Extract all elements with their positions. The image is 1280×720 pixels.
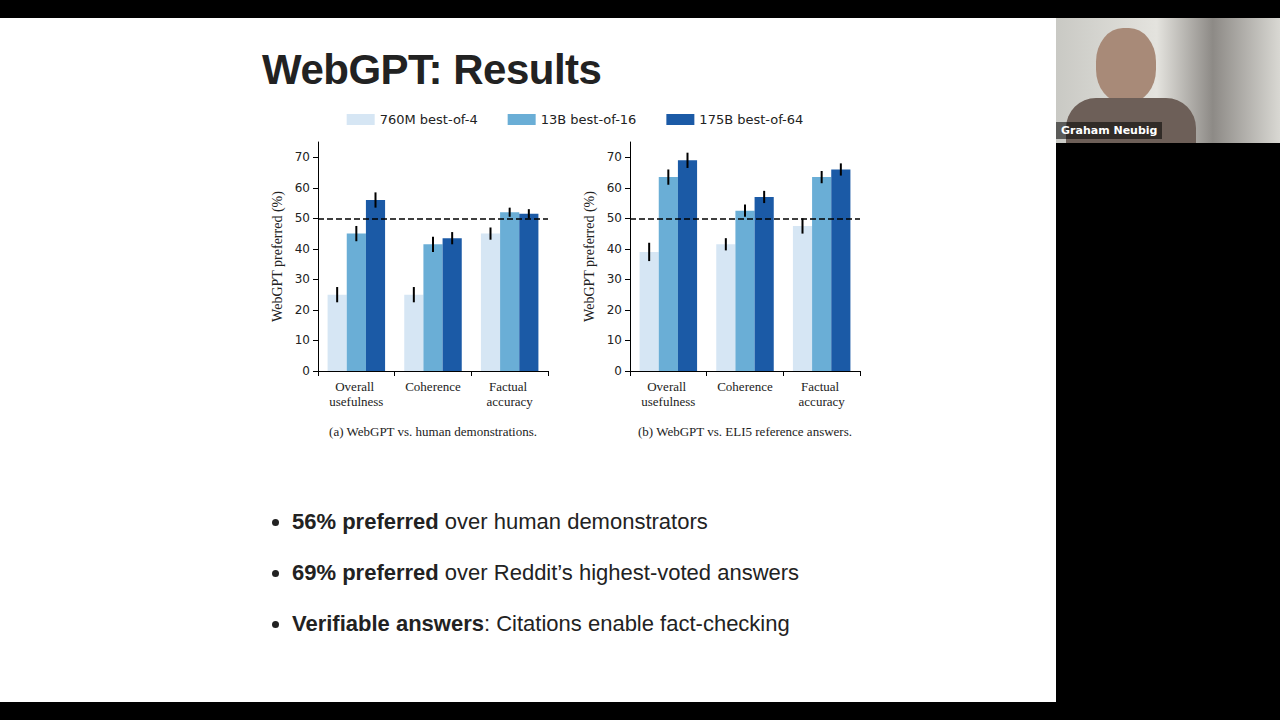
svg-text:60: 60: [295, 181, 310, 195]
svg-text:(a) WebGPT vs. human demonstra: (a) WebGPT vs. human demonstrations.: [329, 424, 537, 439]
html-text:56% preferred over human demon: 56% preferred over human demonstrators: [292, 509, 708, 534]
svg-text:WebGPT preferred (%): WebGPT preferred (%): [582, 191, 598, 322]
svg-text:40: 40: [607, 242, 622, 256]
svg-text:WebGPT preferred (%): WebGPT preferred (%): [270, 191, 286, 322]
svg-text:60: 60: [607, 181, 622, 195]
svg-text:Factual: Factual: [489, 379, 531, 394]
svg-text:Factual: Factual: [801, 379, 843, 394]
svg-text:accuracy: accuracy: [487, 394, 534, 409]
svg-text:Coherence: Coherence: [717, 379, 773, 394]
html-text:WebGPT: Results: WebGPT: Results: [262, 46, 602, 93]
svg-text:(b) WebGPT vs. ELI5 reference: (b) WebGPT vs. ELI5 reference answers.: [638, 424, 852, 439]
html-text:69% preferred over Reddit’s hi: 69% preferred over Reddit’s highest-vote…: [292, 560, 800, 585]
svg-text:70: 70: [607, 150, 622, 164]
svg-text:0: 0: [302, 364, 310, 378]
svg-text:Coherence: Coherence: [405, 379, 461, 394]
svg-text:30: 30: [295, 272, 310, 286]
svg-text:50: 50: [295, 211, 310, 225]
svg-text:20: 20: [295, 303, 310, 317]
svg-text:20: 20: [607, 303, 622, 317]
svg-text:accuracy: accuracy: [799, 394, 846, 409]
svg-text:Overall: Overall: [335, 379, 377, 394]
svg-text:0: 0: [614, 364, 622, 378]
svg-text:50: 50: [607, 211, 622, 225]
svg-text:usefulness: usefulness: [329, 394, 383, 409]
svg-text:usefulness: usefulness: [641, 394, 695, 409]
svg-text:70: 70: [295, 150, 310, 164]
svg-text:Overall: Overall: [647, 379, 689, 394]
html-text:Graham Neubig: Graham Neubig: [1061, 124, 1158, 137]
svg-text:10: 10: [607, 333, 622, 347]
svg-text:175B best-of-64: 175B best-of-64: [699, 112, 803, 127]
svg-text:13B best-of-16: 13B best-of-16: [541, 112, 637, 127]
svg-text:30: 30: [607, 272, 622, 286]
svg-text:10: 10: [295, 333, 310, 347]
svg-text:760M best-of-4: 760M best-of-4: [380, 112, 478, 127]
svg-text:40: 40: [295, 242, 310, 256]
html-text:Verifiable answers: Citations: Verifiable answers: Citations enable fac…: [292, 611, 790, 636]
